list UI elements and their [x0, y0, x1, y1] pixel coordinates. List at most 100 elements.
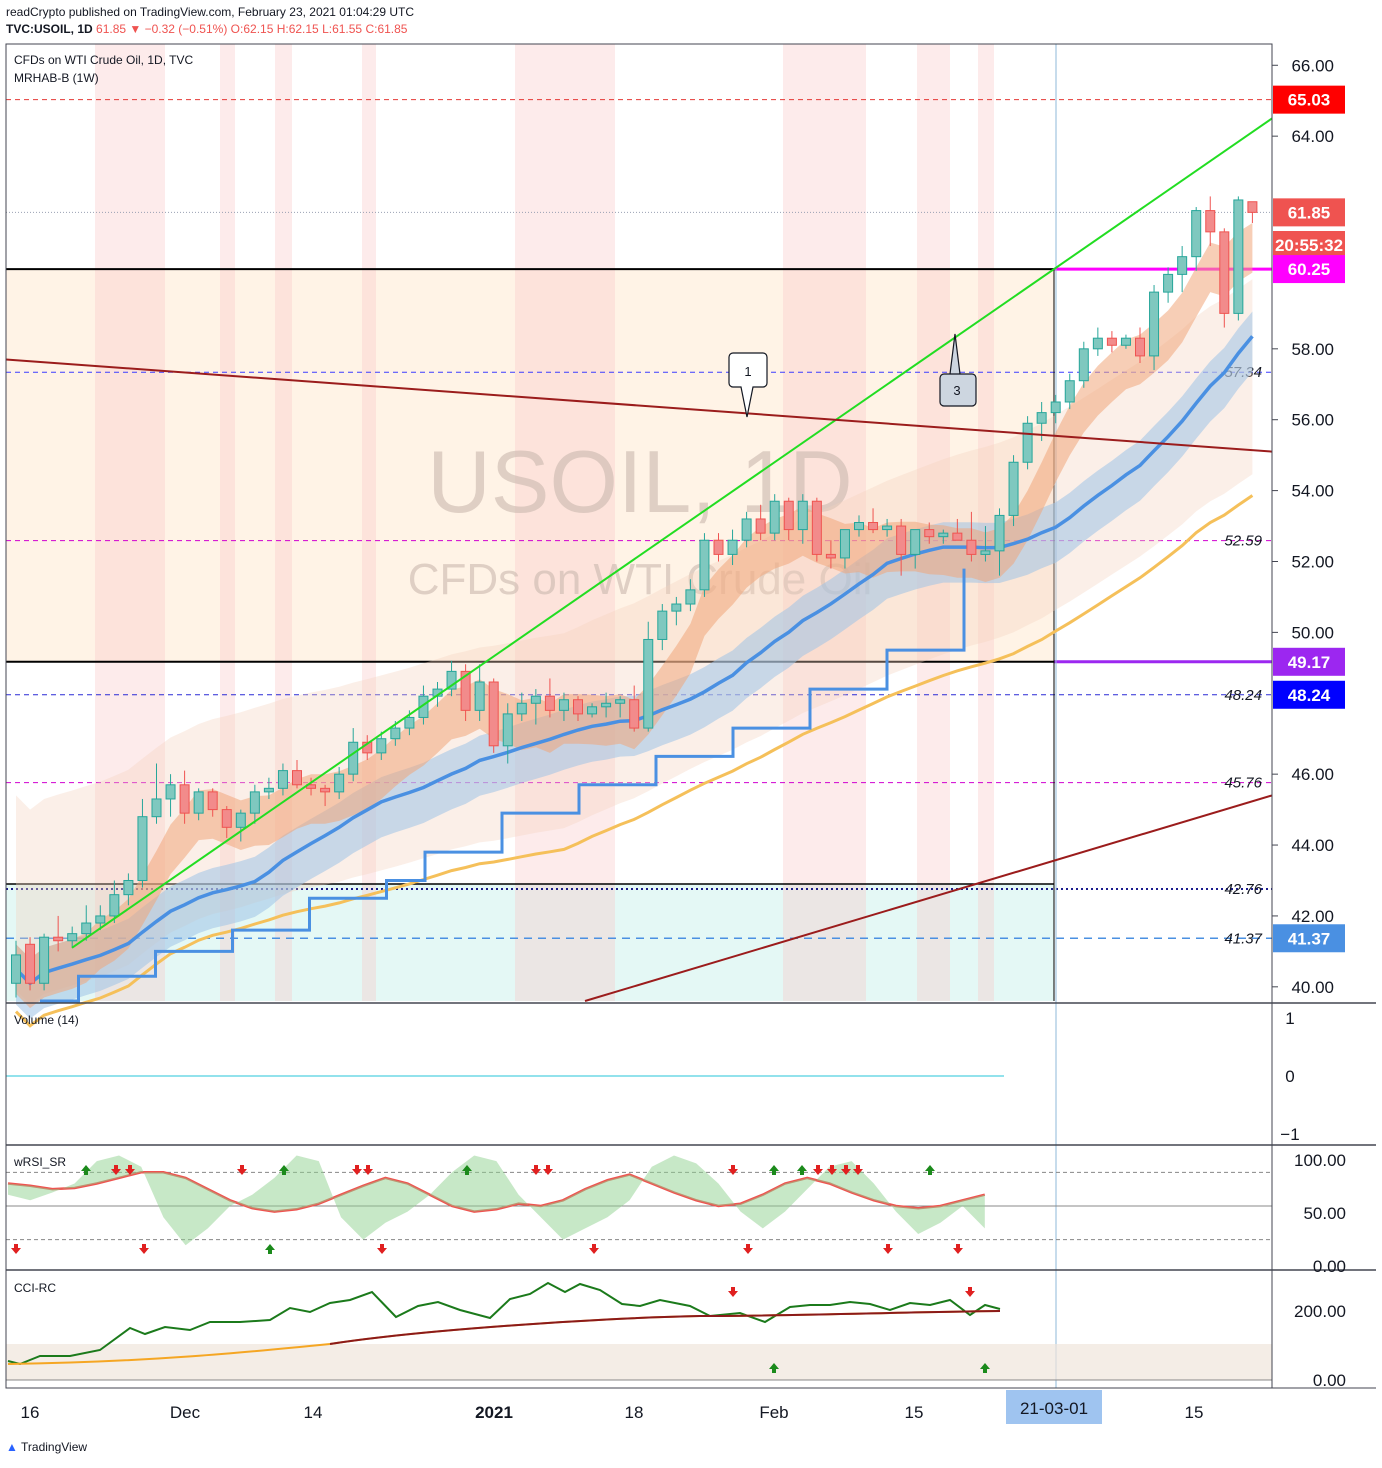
candle: [1205, 196, 1216, 247]
cci-signal-line-dark: [329, 1310, 1001, 1345]
candle: [1064, 373, 1075, 410]
candle-body: [1022, 422, 1033, 463]
candle-body: [1106, 337, 1117, 346]
candle-body: [235, 812, 246, 828]
candle-body: [1120, 337, 1131, 346]
time-tick-label: 15: [1185, 1403, 1204, 1422]
volume-label: Volume (14): [14, 1013, 79, 1027]
callout-1-bubble: [728, 352, 768, 418]
candle-body: [783, 500, 794, 531]
price-tag: [1273, 255, 1345, 284]
candle-body: [994, 514, 1005, 552]
candle-body: [67, 933, 78, 942]
candle-body: [179, 784, 190, 814]
candle-body: [811, 500, 822, 555]
price-tag: [1273, 85, 1345, 114]
time-tick-label: 14: [304, 1403, 323, 1422]
candle-body: [601, 702, 612, 708]
candle-body: [165, 784, 176, 800]
price-tick-label: 56.00: [1291, 411, 1334, 430]
candle: [896, 518, 907, 576]
symbol: TVC:USOIL, 1D: [6, 22, 93, 36]
buy-arrow-icon: [980, 1363, 990, 1373]
sell-arrow-icon: [841, 1165, 851, 1175]
price-tag: [1273, 231, 1345, 259]
candle-body: [643, 638, 654, 729]
candle: [938, 529, 949, 544]
candle: [516, 692, 527, 721]
candle-body: [1219, 231, 1230, 314]
chart-title: CFDs on WTI Crude Oil, 1D, TVC: [14, 53, 194, 67]
candle-body: [1008, 461, 1019, 516]
sell-arrow-icon: [377, 1244, 387, 1254]
candle-body: [699, 539, 710, 591]
candle-body: [207, 791, 218, 811]
price-tick-label: 66.00: [1291, 56, 1334, 75]
candle: [530, 689, 541, 725]
candle: [249, 784, 260, 824]
candle-body: [741, 518, 752, 541]
candle: [137, 798, 148, 888]
sell-arrow-icon: [363, 1165, 373, 1175]
buy-arrow-icon: [769, 1165, 779, 1175]
candle-body: [1205, 210, 1216, 233]
candle-body: [151, 798, 162, 818]
candle: [713, 533, 724, 562]
candle: [1163, 267, 1174, 303]
candle: [783, 497, 794, 541]
candle: [741, 511, 752, 548]
candle: [769, 494, 780, 541]
candle: [320, 784, 331, 807]
candle-body: [558, 699, 569, 711]
candle-body: [25, 943, 36, 984]
candle: [1191, 207, 1202, 271]
candle-body: [910, 529, 921, 555]
cci-tick-label: 200.00: [1294, 1302, 1346, 1321]
candle: [39, 933, 50, 991]
candle-body: [1233, 199, 1244, 314]
buy-arrow-icon: [462, 1165, 472, 1175]
price-change: ▼ −0.32 (−0.51%): [129, 22, 228, 36]
price-tag: [1273, 680, 1345, 709]
cci-zone: [6, 1344, 1272, 1380]
price-tick-label: 64.00: [1291, 127, 1334, 146]
candle: [854, 515, 864, 537]
sell-arrow-icon: [827, 1165, 837, 1175]
candle-body: [713, 539, 724, 555]
time-tick-label: Dec: [170, 1403, 201, 1422]
candle-body: [980, 550, 991, 555]
candle-body: [137, 816, 148, 881]
candle: [727, 529, 738, 566]
candle: [573, 696, 583, 721]
candle-body: [1064, 380, 1075, 403]
candle-body: [938, 532, 949, 538]
candle-body: [685, 589, 696, 605]
candle: [165, 774, 176, 817]
candle: [1106, 331, 1117, 353]
sell-arrow-icon: [965, 1287, 975, 1297]
highlight-stripe: [275, 44, 292, 1001]
level-label: 42.76: [1224, 881, 1262, 898]
wrsi-fill: [8, 1155, 985, 1246]
time-tick-label: 18: [625, 1403, 644, 1422]
candle: [53, 915, 64, 952]
buy-arrow-icon: [769, 1363, 779, 1373]
candle: [277, 763, 288, 796]
wrsi-tick-label: 100.00: [1294, 1151, 1346, 1170]
candle: [994, 508, 1005, 576]
price-tag-label: 41.37: [1288, 929, 1331, 948]
callout-1-text: 1: [744, 364, 751, 379]
buy-arrow-icon: [265, 1244, 275, 1254]
candle: [755, 504, 766, 541]
buy-arrow-icon: [797, 1165, 807, 1175]
price-tick-label: 52.00: [1291, 552, 1334, 571]
candle: [643, 621, 654, 732]
candle: [1008, 455, 1019, 527]
candle-body: [334, 773, 345, 793]
candle: [924, 522, 935, 544]
candle: [558, 692, 569, 721]
candle-body: [544, 695, 555, 711]
sell-arrow-icon: [743, 1244, 753, 1254]
yellow-ma-line: [14, 494, 1254, 1028]
